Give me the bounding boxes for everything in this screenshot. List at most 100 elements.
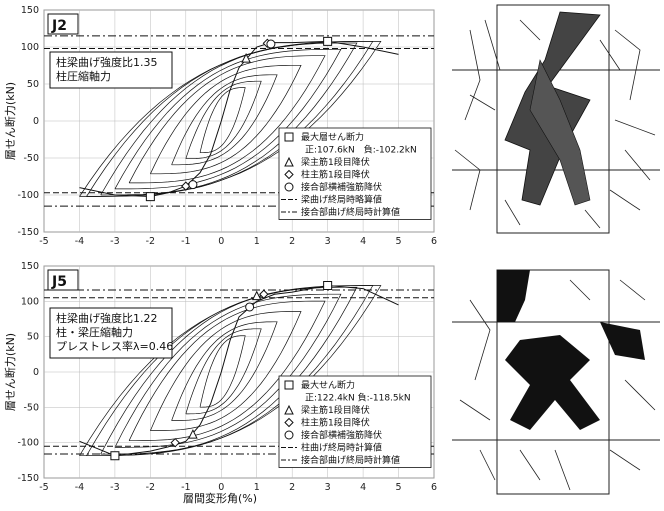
hysteresis-loop — [79, 41, 382, 197]
specimen-tag: J2 — [51, 18, 67, 34]
data-marker-diamond — [170, 437, 180, 448]
x-tick-label: 2 — [289, 482, 295, 493]
y-tick-label: 0 — [33, 116, 39, 127]
legend-square-icon — [284, 380, 294, 390]
x-tick-label: -4 — [75, 482, 84, 493]
specimen-tag: J5 — [51, 274, 67, 290]
data-marker-triangle — [188, 429, 198, 439]
x-tick-label: 0 — [218, 236, 224, 247]
data-marker-circle — [245, 302, 255, 312]
specimen-tag-box — [47, 13, 79, 35]
x-axis-label: 層間変形角(%) — [182, 492, 258, 505]
legend-box — [278, 127, 432, 220]
specimen-tag-box — [47, 269, 79, 291]
legend-label: 正:122.4kN 負:-118.5kN — [305, 392, 411, 404]
hysteresis-loop — [185, 328, 262, 415]
y-tick-label: 150 — [21, 261, 39, 272]
legend-label: 最大せん断力 — [301, 379, 355, 391]
legend-label: 最大層せん断力 — [301, 131, 364, 143]
legend-circle-icon — [284, 430, 294, 440]
y-tick-label: -150 — [17, 227, 39, 238]
info-box — [49, 307, 173, 359]
y-tick-label: 100 — [21, 42, 39, 53]
data-marker-circle — [266, 39, 276, 49]
y-axis-label: 層せん断力(kN) — [3, 333, 17, 411]
x-tick-label: 2 — [289, 236, 295, 247]
data-marker-square — [323, 281, 333, 291]
legend-diamond-icon — [284, 169, 294, 180]
legend-label: 正:107.6kN 負:-102.2kN — [305, 144, 417, 156]
x-tick-label: 5 — [396, 482, 402, 493]
data-marker-diamond — [259, 289, 269, 299]
legend-box — [278, 375, 432, 468]
y-tick-label: 150 — [21, 5, 39, 16]
data-marker-square — [145, 192, 155, 202]
x-tick-label: -5 — [39, 482, 48, 493]
envelope-curve — [79, 284, 399, 457]
legend-label: 接合部曲げ終局時計算値 — [301, 206, 400, 218]
legend-label: 梁主筋1段目降伏 — [301, 404, 370, 416]
x-tick-label: -1 — [181, 482, 190, 493]
legend-label: 梁曲げ終局時略算値 — [301, 194, 382, 206]
legend-label: 柱主筋1段目降伏 — [301, 417, 370, 429]
legend-square-icon — [284, 132, 294, 142]
info-line: 柱梁曲げ強度比1.22 — [56, 311, 158, 325]
hysteresis-loop — [114, 293, 342, 448]
chart-panel-j5: -5 -4 -3 -2 -1 0 1 2 3 4 5 6 150 100 50 0 -50 -100 -150 層せん… — [3, 261, 437, 493]
data-marker-triangle — [241, 52, 251, 63]
y-tick-label: 50 — [27, 79, 39, 90]
x-tick-label: -2 — [146, 482, 155, 493]
hysteresis-loop — [185, 80, 262, 160]
x-tick-label: -4 — [75, 236, 84, 247]
data-marker-circle — [188, 180, 198, 190]
legend-label: 梁主筋1段目降伏 — [301, 156, 370, 168]
y-tick-label: -50 — [23, 402, 39, 413]
info-line: プレストレス率λ=0.46 — [56, 339, 173, 353]
data-marker-square — [110, 451, 120, 461]
envelope-curve — [79, 40, 399, 198]
x-tick-label: -1 — [181, 236, 190, 247]
legend-label: 柱曲げ終局時計算値 — [301, 442, 382, 454]
data-marker-triangle — [251, 290, 262, 301]
x-tick-label: 1 — [254, 482, 260, 493]
hysteresis-loop — [199, 87, 246, 154]
legend-label: 柱主筋1段目降伏 — [301, 169, 370, 181]
hysteresis-loop — [79, 285, 382, 457]
hysteresis-loop — [171, 321, 278, 421]
x-tick-label: 0 — [218, 482, 224, 493]
legend-label: 接合部横補強筋降伏 — [301, 429, 382, 441]
legend-label: 接合部横補強筋降伏 — [301, 181, 382, 193]
x-tick-label: -2 — [146, 236, 155, 247]
x-tick-label: 4 — [360, 482, 366, 493]
chart-panel-j2: -5 -4 -3 -2 -1 0 1 2 3 4 5 6 150 100 50 0 -50 -100 -150 層せん… — [3, 5, 437, 247]
y-tick-label: -150 — [17, 473, 39, 484]
x-tick-label: 5 — [396, 236, 402, 247]
x-tick-label: 3 — [325, 482, 331, 493]
legend-triangle-icon — [284, 156, 294, 167]
crack-pattern-photo-j5 — [452, 268, 660, 496]
x-tick-label: -3 — [110, 236, 119, 247]
y-tick-label: -100 — [17, 190, 39, 201]
y-tick-label: 0 — [33, 367, 39, 378]
x-tick-label: -5 — [39, 236, 48, 247]
y-tick-label: -50 — [23, 153, 39, 164]
x-tick-label: 3 — [325, 236, 331, 247]
info-line: 柱圧縮軸力 — [56, 69, 111, 83]
legend-label: 接合部曲げ終局時計算値 — [301, 454, 400, 466]
x-tick-label: 1 — [254, 236, 260, 247]
y-tick-label: 50 — [27, 332, 39, 343]
legend-circle-icon — [284, 182, 294, 192]
info-line: 柱梁曲げ強度比1.35 — [56, 55, 158, 69]
legend-triangle-icon — [284, 404, 294, 415]
hysteresis-loop — [150, 64, 302, 175]
legend-diamond-icon — [284, 417, 294, 428]
y-tick-label: -100 — [17, 438, 39, 449]
hysteresis-loop — [150, 311, 302, 431]
x-tick-label: -3 — [110, 482, 119, 493]
hysteresis-loop — [199, 335, 246, 408]
x-tick-label: 4 — [360, 236, 366, 247]
crack-pattern-photo-j2 — [452, 4, 660, 235]
info-line: 柱・梁圧縮軸力 — [56, 325, 133, 339]
